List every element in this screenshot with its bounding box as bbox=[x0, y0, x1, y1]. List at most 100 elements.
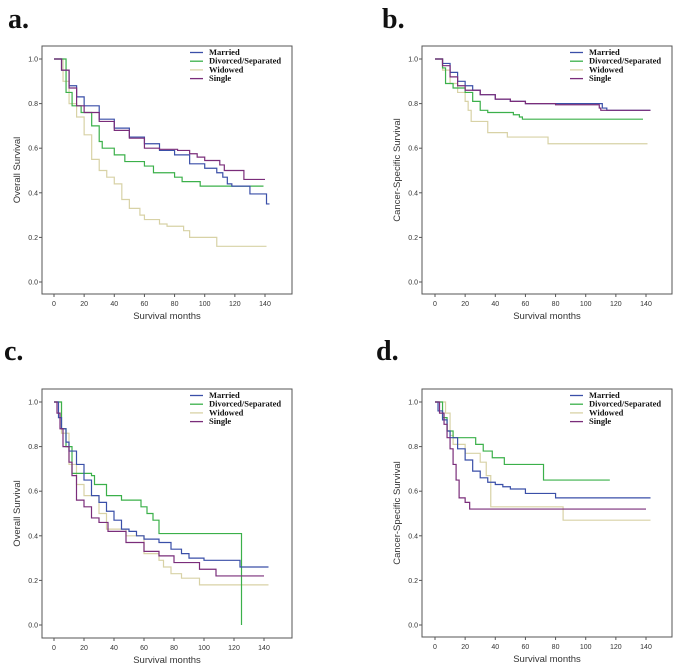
y-tick-label: 0.8 bbox=[408, 101, 418, 108]
y-tick-label: 0.2 bbox=[28, 235, 38, 242]
y-tick-label: 0.8 bbox=[28, 444, 38, 451]
legend-entry: Married bbox=[209, 390, 240, 400]
legend-entry: Married bbox=[589, 390, 620, 400]
x-tick-label: 120 bbox=[229, 301, 241, 308]
x-tick-label: 140 bbox=[640, 301, 652, 308]
x-tick-label: 40 bbox=[110, 301, 118, 308]
survival-curve-divorced-separated bbox=[435, 401, 610, 481]
x-tick-label: 80 bbox=[171, 301, 179, 308]
panel-b: b. 0.0 0.2 0.4 0.6 0.8 1.0 0 20 40 60 80 100 120 140 Su… bbox=[382, 4, 673, 322]
legend-entry: Single bbox=[209, 73, 231, 83]
survival-curve-single bbox=[435, 401, 646, 510]
x-tick-label: 140 bbox=[258, 645, 270, 652]
legend-entry: Widowed bbox=[209, 64, 244, 74]
survival-curve-married bbox=[435, 401, 651, 499]
x-axis-label: Survival months bbox=[513, 311, 581, 322]
x-tick-label: 100 bbox=[580, 644, 592, 651]
x-tick-label: 100 bbox=[580, 301, 592, 308]
x-tick-label: 60 bbox=[140, 645, 148, 652]
x-tick-label: 80 bbox=[552, 644, 560, 651]
y-tick-label: 0.2 bbox=[408, 235, 418, 242]
x-tick-label: 140 bbox=[640, 644, 652, 651]
x-tick-label: 100 bbox=[199, 301, 211, 308]
y-tick-label: 0.2 bbox=[28, 578, 38, 585]
y-axis-label: Overall Survival bbox=[12, 480, 23, 547]
legend-entry: Married bbox=[209, 47, 240, 57]
survival-curve-married bbox=[54, 401, 269, 568]
x-tick-label: 120 bbox=[228, 645, 240, 652]
legend-entry: Divorced/Separated bbox=[589, 56, 661, 66]
y-tick-label: 0.6 bbox=[408, 146, 418, 153]
survival-curve-married bbox=[54, 58, 270, 205]
x-tick-label: 140 bbox=[259, 301, 271, 308]
x-tick-label: 60 bbox=[141, 301, 149, 308]
x-tick-label: 20 bbox=[461, 644, 469, 651]
y-tick-label: 0.6 bbox=[28, 489, 38, 496]
x-tick-label: 0 bbox=[52, 301, 56, 308]
x-tick-label: 40 bbox=[110, 645, 118, 652]
y-tick-label: 0.4 bbox=[28, 533, 38, 540]
panel-label: a. bbox=[8, 4, 29, 35]
survival-curve-divorced-separated bbox=[54, 401, 243, 625]
survival-curve-widowed bbox=[54, 401, 269, 586]
panel-a: a. 0.0 0.2 0.4 0.6 0.8 1.0 0 20 40 60 80 100 120 140 Su… bbox=[8, 4, 293, 322]
plot-frame bbox=[41, 388, 293, 639]
y-tick-label: 0.0 bbox=[28, 623, 38, 630]
x-tick-label: 20 bbox=[80, 645, 88, 652]
x-tick-label: 60 bbox=[522, 301, 530, 308]
survival-curve-single bbox=[54, 401, 264, 577]
y-axis-label: Cancer-Specific Survival bbox=[392, 461, 403, 564]
panel-label: b. bbox=[382, 4, 405, 35]
x-axis-label: Survival months bbox=[133, 311, 201, 322]
x-tick-label: 80 bbox=[552, 301, 560, 308]
legend-entry: Single bbox=[589, 73, 611, 83]
legend-entry: Widowed bbox=[209, 407, 244, 417]
y-tick-label: 1.0 bbox=[408, 57, 418, 64]
legend-entry: Divorced/Separated bbox=[209, 56, 281, 66]
legend-entry: Widowed bbox=[589, 64, 624, 74]
y-tick-label: 0.2 bbox=[408, 578, 418, 585]
y-tick-label: 1.0 bbox=[28, 57, 38, 64]
y-tick-label: 0.0 bbox=[28, 280, 38, 287]
y-tick-label: 0.4 bbox=[28, 190, 38, 197]
x-tick-label: 0 bbox=[52, 645, 56, 652]
y-tick-label: 0.8 bbox=[28, 101, 38, 108]
x-tick-label: 20 bbox=[80, 301, 88, 308]
legend-entry: Married bbox=[589, 47, 620, 57]
y-tick-label: 0.0 bbox=[408, 623, 418, 630]
x-axis-label: Survival months bbox=[513, 654, 581, 665]
legend-entry: Single bbox=[209, 416, 231, 426]
x-tick-label: 40 bbox=[491, 644, 499, 651]
y-axis-label: Cancer-Specific Survival bbox=[392, 118, 403, 221]
y-tick-label: 1.0 bbox=[28, 400, 38, 407]
y-tick-label: 0.4 bbox=[408, 533, 418, 540]
x-tick-label: 80 bbox=[170, 645, 178, 652]
plot-frame bbox=[421, 388, 673, 638]
x-tick-label: 120 bbox=[610, 644, 622, 651]
y-tick-label: 0.0 bbox=[408, 280, 418, 287]
x-tick-label: 0 bbox=[433, 644, 437, 651]
survival-curve-divorced-separated bbox=[435, 58, 643, 120]
y-tick-label: 0.8 bbox=[408, 444, 418, 451]
x-tick-label: 20 bbox=[461, 301, 469, 308]
y-axis-label: Overall Survival bbox=[12, 137, 23, 204]
x-tick-label: 100 bbox=[198, 645, 210, 652]
panel-d: d. 0.0 0.2 0.4 0.6 0.8 1.0 0 20 40 60 80 100 120 140 Su… bbox=[376, 336, 673, 665]
y-tick-label: 0.4 bbox=[408, 190, 418, 197]
x-axis-label: Survival months bbox=[133, 655, 201, 666]
x-tick-label: 40 bbox=[491, 301, 499, 308]
y-tick-label: 0.6 bbox=[408, 489, 418, 496]
survival-curve-widowed bbox=[54, 58, 267, 247]
panel-c: c. 0.0 0.2 0.4 0.6 0.8 1.0 0 20 40 60 80 100 120 140 Su… bbox=[4, 336, 293, 666]
survival-curve-single bbox=[435, 58, 651, 111]
y-tick-label: 0.6 bbox=[28, 146, 38, 153]
panel-label: c. bbox=[4, 336, 23, 367]
legend-entry: Divorced/Separated bbox=[589, 399, 661, 409]
y-tick-label: 1.0 bbox=[408, 400, 418, 407]
survival-curve-divorced-separated bbox=[54, 58, 264, 187]
panel-label: d. bbox=[376, 336, 399, 367]
legend-entry: Single bbox=[589, 416, 611, 426]
plot-frame bbox=[41, 45, 293, 295]
plot-frame bbox=[421, 45, 673, 295]
